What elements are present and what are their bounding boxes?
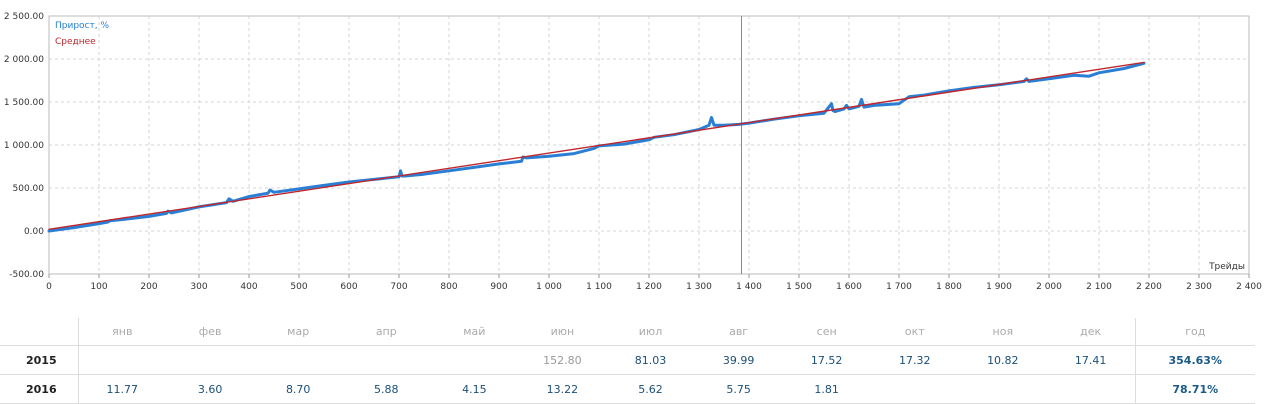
header-month: янв (78, 318, 167, 346)
y-tick-label: -500.00 (9, 270, 44, 280)
header-month: фев (166, 318, 255, 346)
table-row: 2015 152.80 81.03 39.99 17.52 17.32 10.8… (0, 345, 1255, 375)
header-month: авг (694, 318, 783, 346)
cell-value: 5.88 (342, 374, 431, 404)
row-year: 2015 (0, 345, 79, 375)
y-tick-label: 1 000.00 (4, 141, 44, 151)
header-month: сен (782, 318, 871, 346)
y-tick-label: 0.00 (24, 227, 44, 237)
x-tick-label: 1 500 (786, 282, 812, 292)
header-month: апр (342, 318, 431, 346)
x-tick-label: 1 700 (886, 282, 912, 292)
header-month: мар (254, 318, 343, 346)
monthly-returns-table-wrap: янв фев мар апр май июн июл авг сен окт … (0, 318, 1269, 404)
cell-year-total: 354.63% (1134, 345, 1255, 375)
x-tick-label: 2 000 (1036, 282, 1062, 292)
average-series-line (48, 61, 1145, 231)
x-tick-label: 700 (390, 282, 407, 292)
x-tick-label: 600 (340, 282, 357, 292)
monthly-returns-table: янв фев мар апр май июн июл авг сен окт … (0, 318, 1255, 404)
cell-value: 4.15 (430, 374, 519, 404)
cell-value (166, 345, 255, 375)
header-blank (0, 318, 79, 346)
cell-value (254, 345, 343, 375)
cell-value (342, 345, 431, 375)
cell-value: 152.80 (518, 345, 607, 375)
cell-value: 17.32 (870, 345, 959, 375)
header-month: дек (1046, 318, 1135, 346)
x-tick-label: 0 (46, 282, 52, 292)
x-tick-label: 1 100 (586, 282, 612, 292)
header-year-total: год (1134, 318, 1255, 346)
cell-value (958, 374, 1047, 404)
x-tick-label: 1 200 (636, 282, 662, 292)
y-tick-label: 1 500.00 (4, 98, 44, 108)
cell-value (430, 345, 519, 375)
legend-entry: Прирост, % (55, 21, 109, 31)
header-month: ноя (958, 318, 1047, 346)
x-tick-label: 1 400 (736, 282, 762, 292)
cell-value (1046, 374, 1135, 404)
x-tick-label: 1 000 (536, 282, 562, 292)
x-tick-label: 1 800 (936, 282, 962, 292)
y-tick-label: 2 000.00 (4, 55, 44, 65)
y-tick-label: 500.00 (13, 184, 45, 194)
x-tick-label: 2 200 (1136, 282, 1162, 292)
table-row: 2016 11.77 3.60 8.70 5.88 4.15 13.22 5.6… (0, 374, 1255, 404)
x-tick-label: 200 (140, 282, 157, 292)
header-month: окт (870, 318, 959, 346)
x-tick-label: 900 (490, 282, 507, 292)
header-month: июн (518, 318, 607, 346)
x-tick-label: 500 (290, 282, 307, 292)
x-tick-label: 400 (240, 282, 257, 292)
cell-value: 11.77 (78, 374, 167, 404)
x-tick-label: 2 100 (1086, 282, 1112, 292)
row-year: 2016 (0, 374, 79, 404)
x-tick-label: 100 (90, 282, 107, 292)
table-header-row: янв фев мар апр май июн июл авг сен окт … (0, 318, 1255, 346)
cell-value: 13.22 (518, 374, 607, 404)
cell-value: 5.62 (606, 374, 695, 404)
x-tick-label: 1 900 (986, 282, 1012, 292)
cell-value: 10.82 (958, 345, 1047, 375)
cell-value: 81.03 (606, 345, 695, 375)
x-axis-label: Трейды (1208, 262, 1245, 272)
x-tick-label: 1 600 (836, 282, 862, 292)
growth-chart-svg: 0 100 200 300 400 500 600 700 800 900 1 000 1 100 1 … (4, 12, 1262, 292)
x-tick-label: 2 300 (1186, 282, 1212, 292)
axis-layer: 0 100 200 300 400 500 600 700 800 900 1 000 1 100 1 … (4, 12, 1262, 292)
legend-entry: Среднее (55, 37, 96, 47)
growth-series-line (47, 61, 1146, 233)
cell-value: 1.81 (782, 374, 871, 404)
header-month: май (430, 318, 519, 346)
cell-value: 8.70 (254, 374, 343, 404)
grid-layer (48, 15, 1250, 275)
x-tick-label: 300 (190, 282, 207, 292)
x-tick-label: 2 400 (1236, 282, 1262, 292)
cell-year-total: 78.71% (1134, 374, 1255, 404)
y-tick-label: 2 500.00 (4, 12, 44, 22)
chart-legend: Прирост, % Среднее (55, 21, 109, 47)
cell-value: 5.75 (694, 374, 783, 404)
x-tick-label: 800 (440, 282, 457, 292)
cell-value: 17.41 (1046, 345, 1135, 375)
cell-value (78, 345, 167, 375)
cell-value: 39.99 (694, 345, 783, 375)
cell-value: 17.52 (782, 345, 871, 375)
header-month: июл (606, 318, 695, 346)
cell-value: 3.60 (166, 374, 255, 404)
growth-chart: 0 100 200 300 400 500 600 700 800 900 1 000 1 100 1 … (4, 12, 1262, 292)
x-tick-label: 1 300 (686, 282, 712, 292)
series-layer (47, 61, 1146, 233)
cell-value (870, 374, 959, 404)
